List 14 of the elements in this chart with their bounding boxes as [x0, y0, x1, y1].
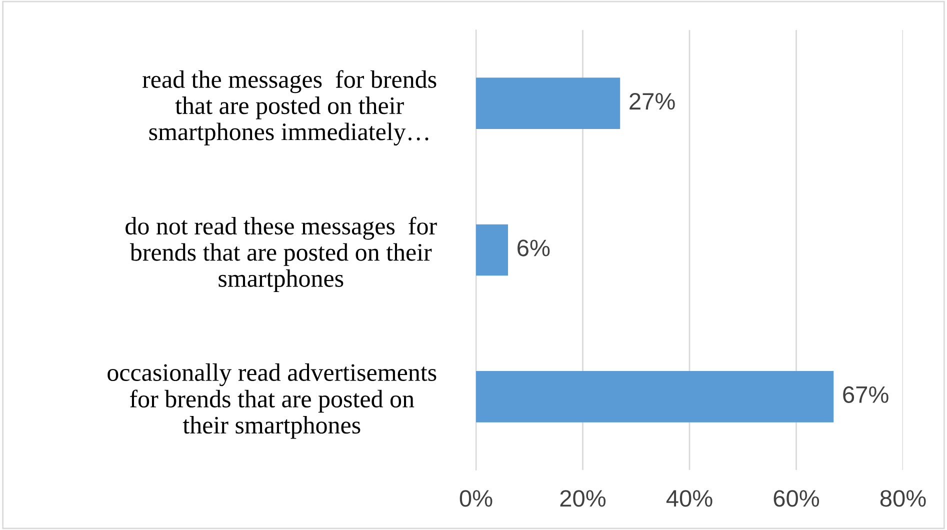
x-tick-label: 60% — [774, 490, 820, 507]
bar — [476, 78, 620, 129]
bar — [476, 371, 834, 422]
x-tick-label: 80% — [880, 490, 926, 507]
bar — [476, 224, 508, 276]
x-tick-label: 20% — [560, 490, 606, 507]
y-tick-label: do not read these messages for brends that are posted on their smartphones — [126, 216, 437, 292]
y-tick-label: read the messages for brends that are posted on their smartphones immediately… — [142, 70, 436, 146]
data-label: 27% — [630, 92, 675, 110]
data-label: 67% — [843, 386, 888, 404]
data-label: 6% — [518, 240, 550, 256]
x-tick-label: 40% — [666, 490, 712, 507]
y-tick-label: occasionally read advertisements for brends that are posted on their smartphones — [108, 363, 436, 439]
x-tick-label: 0% — [460, 490, 492, 507]
